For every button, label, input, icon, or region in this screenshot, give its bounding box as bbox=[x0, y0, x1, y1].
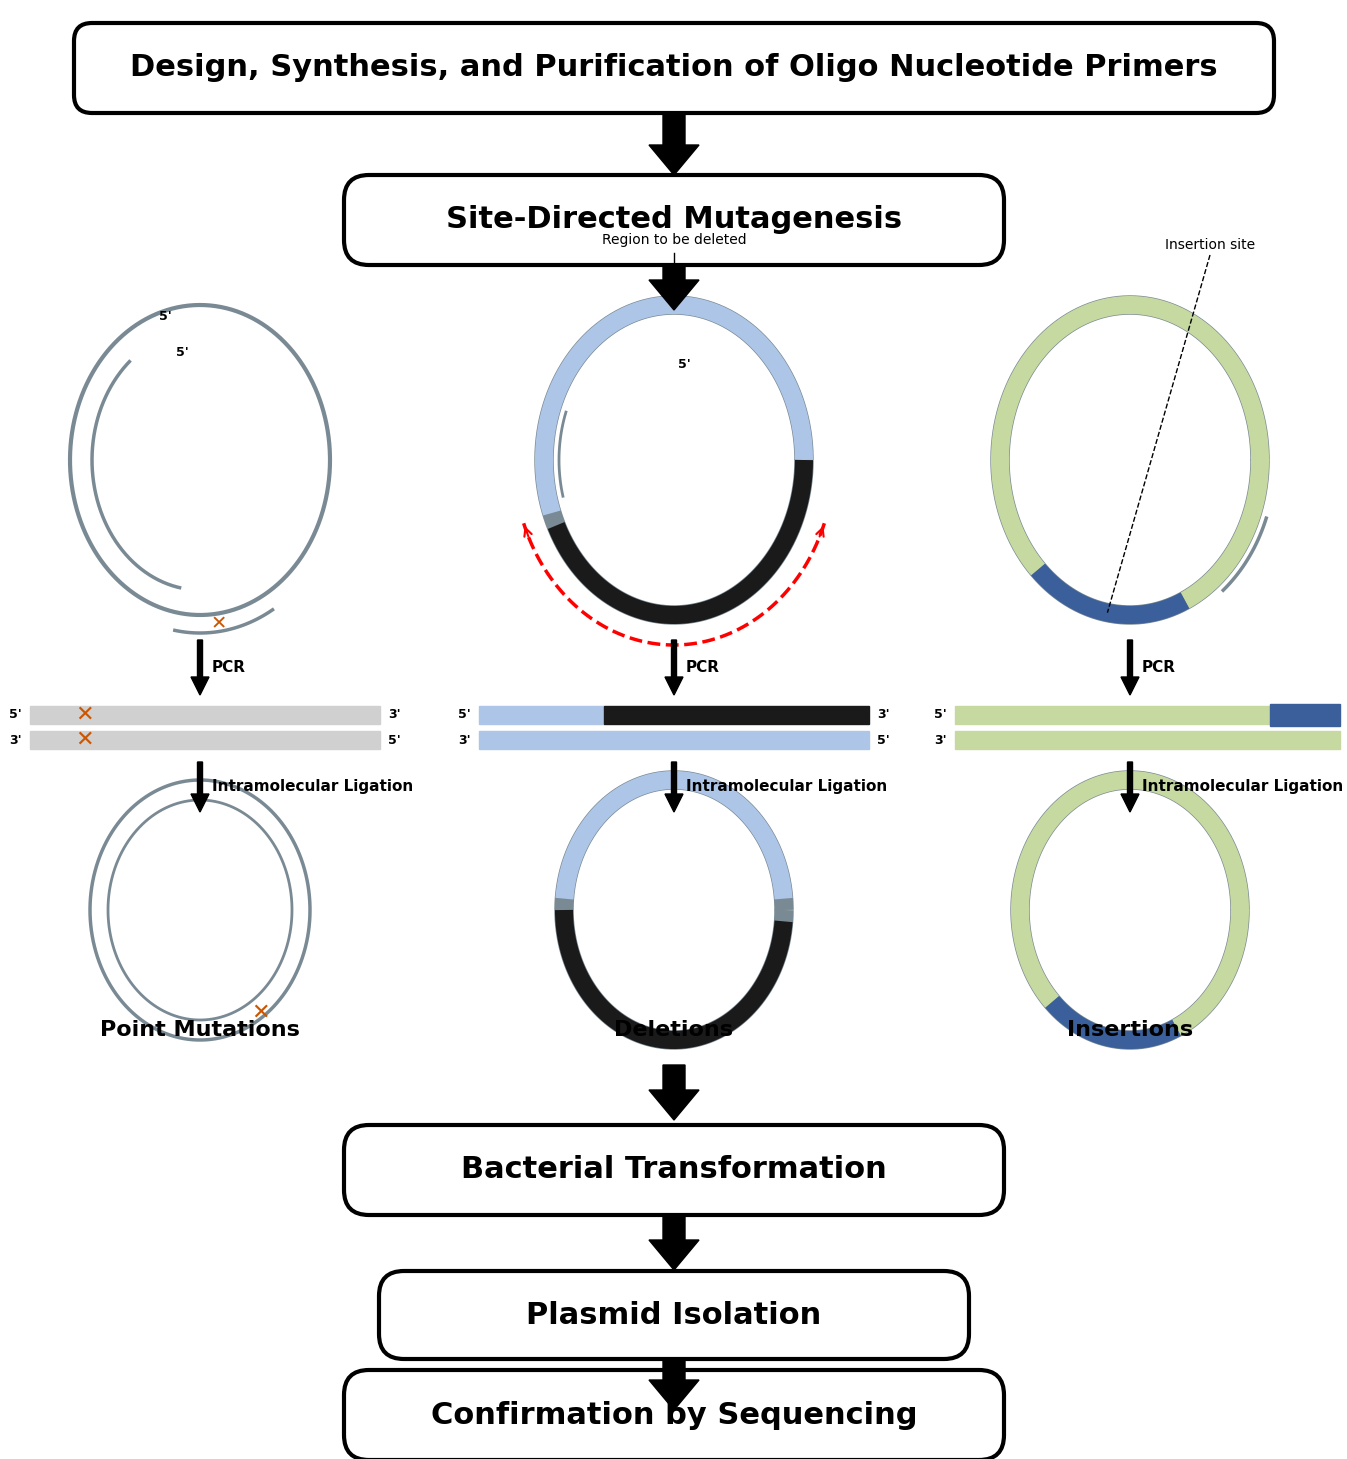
Text: ✕: ✕ bbox=[75, 730, 94, 750]
Text: PCR: PCR bbox=[211, 659, 247, 676]
FancyArrow shape bbox=[1121, 762, 1140, 813]
FancyArrow shape bbox=[1121, 641, 1140, 694]
FancyArrow shape bbox=[649, 1215, 699, 1269]
FancyBboxPatch shape bbox=[343, 175, 1004, 266]
FancyArrow shape bbox=[649, 1360, 699, 1409]
FancyArrow shape bbox=[649, 266, 699, 309]
FancyArrow shape bbox=[480, 731, 869, 748]
Text: Intramolecular Ligation: Intramolecular Ligation bbox=[211, 779, 414, 795]
FancyArrow shape bbox=[649, 114, 699, 175]
FancyBboxPatch shape bbox=[379, 1271, 968, 1358]
Text: Region to be deleted: Region to be deleted bbox=[602, 233, 746, 247]
Text: Intramolecular Ligation: Intramolecular Ligation bbox=[1142, 779, 1343, 795]
Text: 5': 5' bbox=[175, 346, 189, 359]
FancyArrow shape bbox=[480, 706, 603, 724]
Text: 3': 3' bbox=[9, 734, 22, 747]
Text: Confirmation by Sequencing: Confirmation by Sequencing bbox=[431, 1401, 917, 1430]
Text: Insertions: Insertions bbox=[1067, 1020, 1193, 1040]
Text: 5': 5' bbox=[678, 359, 691, 372]
FancyBboxPatch shape bbox=[74, 23, 1274, 112]
FancyArrow shape bbox=[1270, 705, 1340, 727]
Text: 5': 5' bbox=[877, 734, 890, 747]
FancyArrow shape bbox=[191, 641, 209, 694]
FancyArrow shape bbox=[665, 762, 683, 813]
Text: 5': 5' bbox=[159, 311, 172, 324]
Text: 5': 5' bbox=[388, 734, 401, 747]
FancyArrow shape bbox=[665, 641, 683, 694]
FancyArrow shape bbox=[30, 731, 380, 748]
Text: Point Mutations: Point Mutations bbox=[100, 1020, 300, 1040]
FancyArrow shape bbox=[191, 762, 209, 813]
Text: Design, Synthesis, and Purification of Oligo Nucleotide Primers: Design, Synthesis, and Purification of O… bbox=[131, 54, 1218, 83]
Text: Intramolecular Ligation: Intramolecular Ligation bbox=[686, 779, 888, 795]
Text: 5': 5' bbox=[458, 709, 471, 722]
FancyBboxPatch shape bbox=[343, 1370, 1004, 1459]
Text: 3': 3' bbox=[935, 734, 947, 747]
Text: Deletions: Deletions bbox=[614, 1020, 734, 1040]
FancyArrow shape bbox=[955, 706, 1270, 724]
Text: Plasmid Isolation: Plasmid Isolation bbox=[527, 1300, 822, 1329]
Text: 5': 5' bbox=[935, 709, 947, 722]
Text: PCR: PCR bbox=[1142, 659, 1176, 676]
Text: Site-Directed Mutagenesis: Site-Directed Mutagenesis bbox=[446, 206, 902, 235]
FancyArrow shape bbox=[955, 731, 1340, 748]
Text: Insertion site: Insertion site bbox=[1165, 238, 1255, 252]
Text: 5': 5' bbox=[9, 709, 22, 722]
Text: Bacterial Transformation: Bacterial Transformation bbox=[461, 1156, 886, 1185]
Text: ✕: ✕ bbox=[211, 614, 228, 633]
Text: 3': 3' bbox=[877, 709, 889, 722]
FancyArrow shape bbox=[603, 706, 869, 724]
FancyArrow shape bbox=[30, 706, 380, 724]
FancyBboxPatch shape bbox=[343, 1125, 1004, 1215]
Text: ✕: ✕ bbox=[75, 705, 94, 725]
Text: 3': 3' bbox=[458, 734, 471, 747]
Text: ✕: ✕ bbox=[251, 1002, 269, 1023]
Text: 3': 3' bbox=[388, 709, 400, 722]
Text: PCR: PCR bbox=[686, 659, 721, 676]
FancyArrow shape bbox=[649, 1065, 699, 1121]
